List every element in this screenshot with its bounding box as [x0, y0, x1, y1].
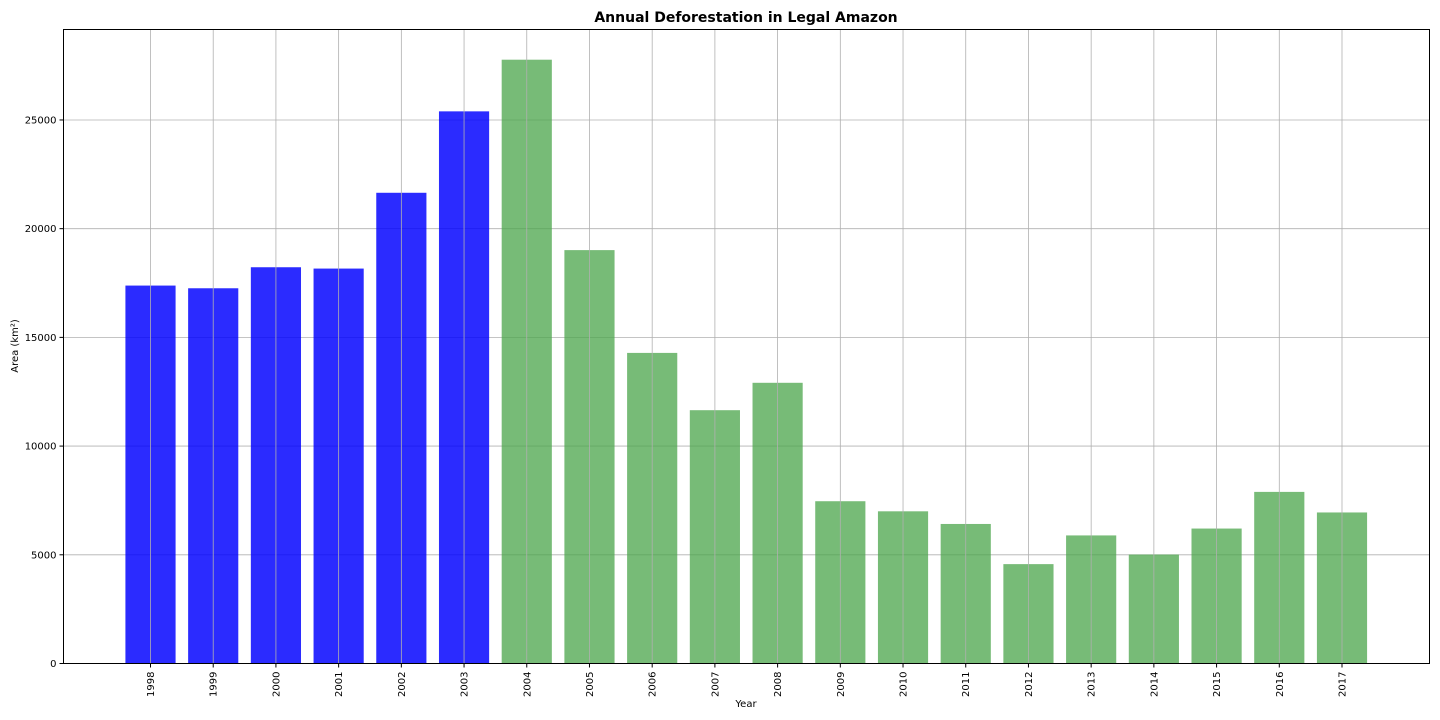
x-tick-label: 2017 [1338, 672, 1349, 697]
chart-title: Annual Deforestation in Legal Amazon [594, 10, 897, 26]
x-tick-label: 2011 [961, 672, 972, 697]
x-tick-label: 2007 [710, 672, 721, 697]
y-tick-label: 20000 [25, 224, 57, 235]
x-tick-label: 2006 [648, 672, 659, 697]
y-tick-label: 15000 [25, 333, 57, 344]
x-tick-label: 2002 [397, 672, 408, 697]
x-grid [150, 29, 1343, 664]
plot-frame [63, 29, 1430, 664]
bars [125, 59, 1368, 664]
x-axis-label: Year [734, 699, 757, 710]
y-axis-label: Area (km²) [10, 319, 21, 373]
x-tick-label: 2008 [773, 672, 784, 697]
x-tick-label: 2013 [1087, 672, 1098, 697]
x-tick-label: 2005 [585, 672, 596, 697]
x-tick-label: 2009 [836, 672, 847, 697]
x-tick-label: 2014 [1149, 672, 1160, 697]
y-tick-label: 10000 [25, 442, 57, 453]
y-tick-label: 0 [50, 659, 56, 670]
x-tick-label: 2003 [460, 672, 471, 697]
x-tick-label: 2001 [334, 672, 345, 697]
x-tick-label: 2000 [271, 672, 282, 697]
x-tick-label: 2016 [1275, 672, 1286, 697]
y-tick-label: 5000 [31, 550, 56, 561]
x-tick-label: 2015 [1212, 672, 1223, 697]
y-tick-label: 25000 [25, 115, 57, 126]
x-tick-label: 1999 [209, 672, 220, 697]
x-axis: 1998 1999 2000 2001 2002 2003 2004 2005 2006 2007… [146, 663, 1349, 697]
x-tick-label: 2004 [522, 672, 533, 697]
y-axis: 0 5000 10000 15000 20000 25000 [25, 115, 64, 670]
x-tick-label: 2010 [899, 672, 910, 697]
x-tick-label: 1998 [146, 672, 157, 697]
x-tick-label: 2012 [1024, 672, 1035, 697]
